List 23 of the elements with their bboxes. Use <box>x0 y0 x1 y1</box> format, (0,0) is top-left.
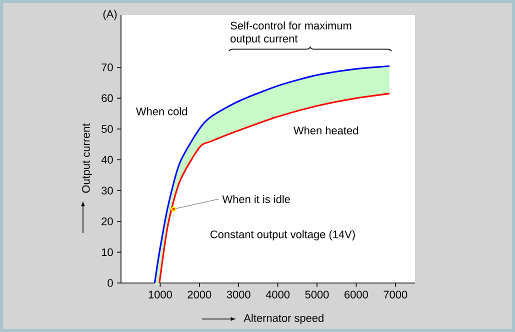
y-tick-label: 10 <box>102 248 113 256</box>
annotation: Constant output voltage (14V) <box>210 230 355 240</box>
series-label: When cold <box>136 107 187 116</box>
series-label: When heated <box>294 126 358 134</box>
annotation: When it is idle <box>222 195 290 204</box>
x-tick-label: 5000 <box>305 290 329 298</box>
x-tick-label: 2000 <box>188 290 212 298</box>
x-axis-title: Alternator speed <box>244 314 324 324</box>
y-tick-label: 20 <box>102 218 113 226</box>
x-tick-label: 7000 <box>384 290 408 298</box>
x-tick-label: 6000 <box>344 290 368 298</box>
y-tick-label: 0 <box>108 279 113 287</box>
y-axis-title: Output current <box>82 123 92 193</box>
x-tick-label: 3000 <box>226 290 250 298</box>
x-tick-label: 1000 <box>148 290 172 298</box>
y-tick-label: 60 <box>102 94 113 102</box>
y-tick-label: 70 <box>102 64 113 72</box>
annotation: Self-control for maximum output current <box>230 21 352 45</box>
text: (A) <box>103 10 117 20</box>
y-tick-label: 40 <box>101 156 113 164</box>
x-tick-label: 4000 <box>266 290 290 298</box>
y-tick-label: 30 <box>102 186 113 194</box>
y-tick-label: 50 <box>102 125 113 133</box>
